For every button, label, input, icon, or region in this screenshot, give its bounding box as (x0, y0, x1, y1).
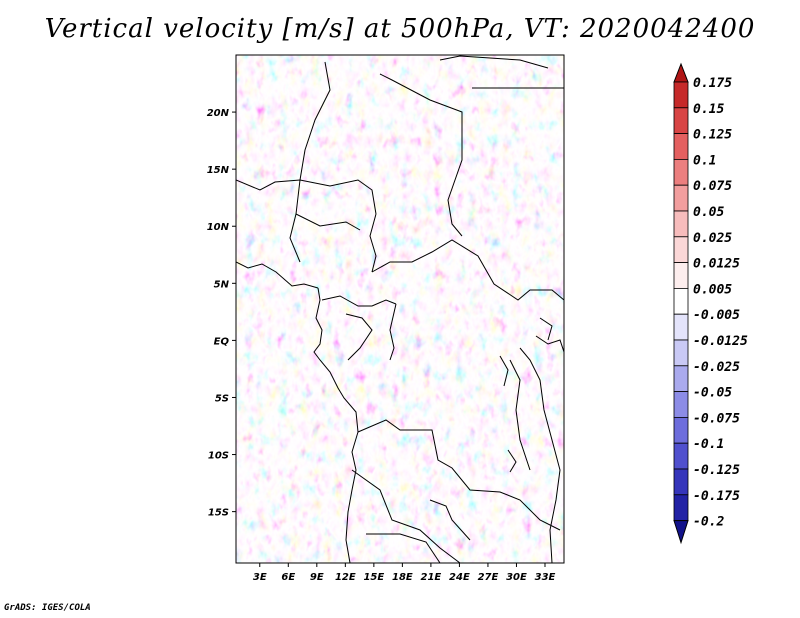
y-tick-label: 15N (207, 165, 230, 176)
colorbar-segment (673, 158, 689, 186)
y-tick-label: 15S (208, 508, 229, 519)
colorbar-segment (673, 391, 689, 418)
colorbar: 0.175 0.15 0.125 0.1 0.075 0.05 0.025 0.0125 0.0… (673, 62, 748, 545)
x-tick-label: 6E (281, 572, 295, 583)
colorbar-segment (673, 313, 689, 341)
colorbar-label: -0.025 (693, 360, 740, 375)
country-borders (236, 55, 564, 563)
x-tick-label: 27E (478, 572, 499, 583)
colorbar-label: -0.175 (693, 489, 740, 504)
colorbar-label: 0.05 (693, 205, 724, 220)
colorbar-label: -0.125 (693, 463, 740, 478)
colorbar-segment (673, 81, 689, 109)
colorbar-label: -0.05 (693, 386, 732, 401)
colorbar-segment (673, 184, 689, 212)
x-tick-label: 21E (421, 572, 442, 583)
colorbar-label: 0.175 (693, 76, 732, 91)
x-tick-label: 33E (535, 572, 556, 583)
colorbar-label: 0.1 (693, 153, 716, 168)
colorbar-label: 0.15 (693, 102, 724, 117)
x-tick-label: 18E (392, 572, 413, 583)
colorbar-segment (673, 287, 689, 315)
y-tick-label: 20N (207, 108, 230, 119)
colorbar-upper-arrow (673, 62, 689, 83)
x-tick-label: 12E (335, 572, 356, 583)
colorbar-label: -0.2 (693, 515, 724, 530)
x-tick-label: 3E (253, 572, 267, 583)
map-panel (235, 54, 565, 564)
colorbar-label: 0.025 (693, 231, 732, 246)
x-axis: 3E 6E 9E 12E 15E 18E 21E 24E 27E 30E 33E (253, 563, 556, 583)
colorbar-label: -0.0125 (693, 334, 748, 349)
colorbar-segment (673, 468, 689, 496)
map-frame (235, 54, 565, 564)
x-tick-label: 24E (449, 572, 470, 583)
y-tick-label: 5N (214, 279, 230, 290)
colorbar-segment (673, 236, 689, 264)
colorbar-label: 0.005 (693, 282, 732, 297)
y-tick-label: 10N (207, 222, 230, 233)
colorbar-label: -0.1 (693, 437, 724, 452)
colorbar-segment (673, 262, 689, 289)
colorbar-label: 0.0125 (693, 257, 740, 272)
y-axis: 20N 15N 10N 5N EQ 5S 10S 15S (207, 108, 236, 519)
colorbar-label: 0.125 (693, 128, 732, 143)
colorbar-label: -0.005 (693, 308, 740, 323)
colorbar-label: -0.075 (693, 411, 740, 426)
colorbar-segment (673, 416, 689, 444)
velocity-field (236, 55, 564, 563)
chart-title: Vertical velocity [m/s] at 500hPa, VT: 2… (44, 14, 756, 44)
colorbar-segment (673, 442, 689, 470)
footer-credit: GrADS: IGES/COLA (4, 603, 91, 613)
y-tick-label: EQ (214, 336, 230, 347)
x-tick-label: 30E (506, 572, 527, 583)
colorbar-lower-arrow (673, 520, 689, 545)
colorbar-segment (673, 339, 689, 367)
y-tick-label: 10S (208, 451, 229, 462)
colorbar-label: 0.075 (693, 179, 732, 194)
colorbar-segment (673, 107, 689, 135)
colorbar-segment (673, 494, 689, 521)
colorbar-segment (673, 210, 689, 238)
x-tick-label: 15E (363, 572, 384, 583)
x-tick-label: 9E (310, 572, 324, 583)
y-tick-label: 5S (215, 393, 229, 404)
colorbar-segment (673, 365, 689, 392)
colorbar-segment (673, 133, 689, 160)
